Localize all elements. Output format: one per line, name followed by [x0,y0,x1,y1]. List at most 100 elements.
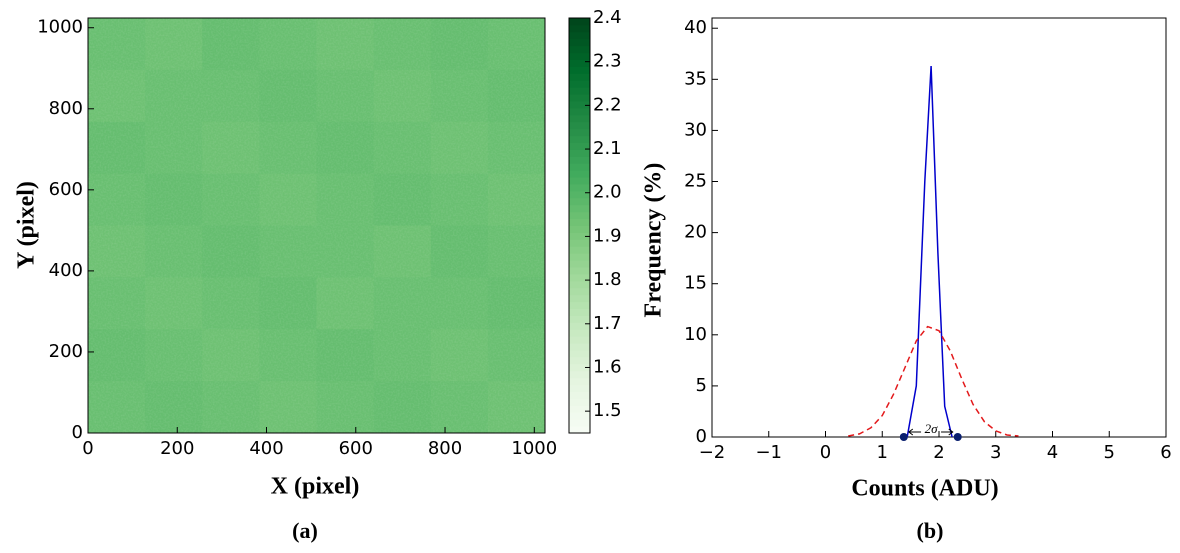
colorbar-step [569,232,590,240]
colorbar-step [569,24,590,33]
annotation: 2σ [925,421,939,436]
y-tick-label: 0 [72,422,83,443]
colorbar-step [569,419,590,427]
colorbar-step [569,280,590,289]
colorbar-step [569,329,590,337]
dashed-line [848,325,1019,437]
x-tick-label: 1000 [511,438,557,459]
y-tick-label: 0 [696,426,707,447]
y-axis-label: Y (pixel) [14,181,40,269]
colorbar-step [569,398,590,406]
colorbar-step [569,377,590,386]
colorbar-step [569,315,590,323]
colorbar-tick-label: 1.6 [593,356,622,377]
colorbar-step [569,294,590,303]
colorbar-step [569,87,590,95]
plot-frame [87,17,546,434]
colorbar-step [569,80,590,88]
x-tick-label: 0 [820,442,831,463]
y-tick-label: 40 [684,17,707,38]
y-tick-label: 400 [49,260,83,281]
colorbar-step [569,336,590,344]
colorbar-tick-label: 2.3 [593,51,622,72]
colorbar-step [569,218,590,226]
colorbar-step [569,343,590,351]
colorbar-step [569,405,590,413]
x-tick-label: 400 [249,438,283,459]
colorbar-step [569,260,590,268]
colorbar-step [569,350,590,358]
colorbar-step [569,18,590,26]
colorbar-step [569,59,590,67]
colorbar-tick-label: 1.5 [593,400,622,421]
y-tick-label: 15 [684,273,707,294]
y-tick-label: 600 [49,179,83,200]
x-tick-label: 800 [428,438,462,459]
x-tick-label: 5 [1104,442,1115,463]
colorbar-step [569,267,590,275]
colorbar-tick-label: 1.7 [593,313,622,334]
colorbar-step [569,322,590,330]
y-tick-label: 20 [684,222,707,243]
colorbar-step [569,363,590,372]
colorbar-tick-label: 2.2 [593,94,622,115]
x-tick-label: 2 [933,442,944,463]
x-tick-label: 3 [990,442,1001,463]
colorbar-step [569,135,590,143]
point [899,433,908,441]
colorbar-tick-label: 2.1 [593,138,622,159]
x-tick-label: −2 [699,442,726,463]
line [906,65,953,438]
x-tick-label: 0 [82,438,93,459]
y-tick-label: 35 [684,68,707,89]
colorbar-step [569,204,590,213]
point [953,433,962,441]
colorbar-step [569,197,590,206]
noise-texture [88,18,545,433]
colorbar-step [569,101,590,109]
colorbar-step [569,308,590,316]
colorbar-frame [568,17,591,434]
y-tick-label: 800 [49,98,83,119]
x-tick-label: 4 [1047,442,1058,463]
colorbar-step [569,412,590,420]
colorbar-step [569,246,590,254]
colorbar-step [569,45,590,54]
colorbar-step [569,94,590,102]
x-tick-label: −1 [755,442,782,463]
caption: (a) [292,518,318,543]
colorbar-step [569,52,590,60]
y-tick-label: 5 [696,375,707,396]
colorbar-step [569,225,590,233]
colorbar-step [569,239,590,247]
colorbar-step [569,273,590,282]
colorbar-step [569,356,590,365]
arrow [941,428,954,436]
colorbar-tick-label: 2.0 [593,182,622,203]
y-tick-label: 200 [49,341,83,362]
colorbar-step [569,38,590,47]
x-tick-label: 6 [1160,442,1171,463]
colorbar-step [569,190,590,199]
colorbar-step [569,211,590,220]
y-tick-label: 10 [684,324,707,345]
colorbar-step [569,426,590,434]
colorbar-step [569,121,590,130]
colorbar-step [569,253,590,261]
x-axis-label: X (pixel) [271,474,360,500]
x-tick-label: 600 [339,438,373,459]
colorbar-step [569,107,590,116]
colorbar-step [569,114,590,123]
colorbar-tick-label: 1.9 [593,225,622,246]
caption: (b) [917,518,944,543]
colorbar-step [569,128,590,137]
y-tick-label: 25 [684,171,707,192]
colorbar-step [569,391,590,399]
colorbar-step [569,370,590,379]
plot-frame [711,17,1167,438]
y-tick-label: 30 [684,119,707,140]
colorbar-step [569,31,590,40]
colorbar-step [569,142,590,150]
y-axis-label: Frequency (%) [641,163,667,318]
